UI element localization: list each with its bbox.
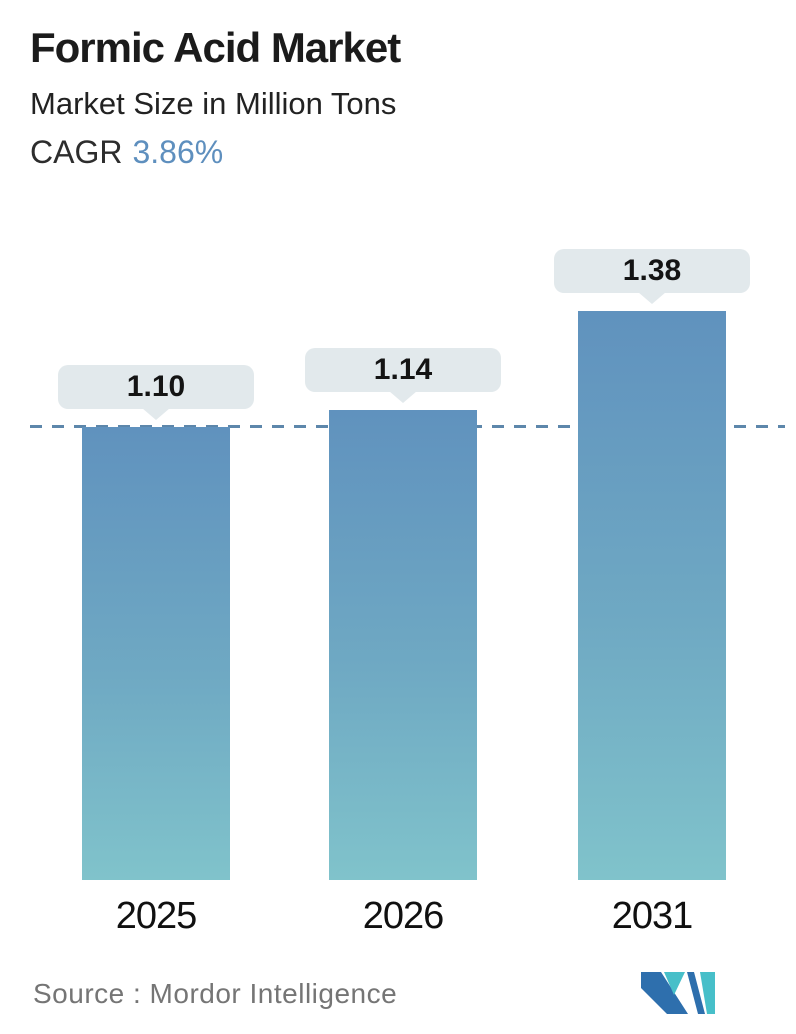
logo-right-blue-shape: [687, 972, 705, 1014]
bar-2025: [82, 427, 230, 880]
cagr-row: CAGR 3.86%: [30, 134, 223, 171]
value-label-bubble: 1.14: [305, 348, 501, 392]
x-axis-label-2026: 2026: [362, 895, 445, 937]
value-label-bubble: 1.10: [58, 365, 254, 409]
page-title: Formic Acid Market: [30, 24, 401, 71]
bar-2031: [578, 311, 726, 880]
cagr-label: CAGR: [30, 134, 123, 170]
logo-left-blue-shape: [641, 972, 688, 1014]
mordor-intelligence-logo: [641, 972, 715, 1014]
logo-right-teal-bar: [700, 972, 715, 1014]
cagr-value: 3.86%: [132, 134, 224, 170]
bar-2026: [329, 410, 477, 880]
x-axis-label-2031: 2031: [611, 895, 694, 937]
chart-subtitle: Market Size in Million Tons: [30, 86, 397, 121]
logo-middle-teal-triangle: [664, 972, 685, 995]
source-text: Source : Mordor Intelligence: [33, 978, 398, 1009]
x-axis-label-2025: 2025: [115, 895, 198, 937]
value-label-bubble: 1.38: [554, 249, 750, 293]
